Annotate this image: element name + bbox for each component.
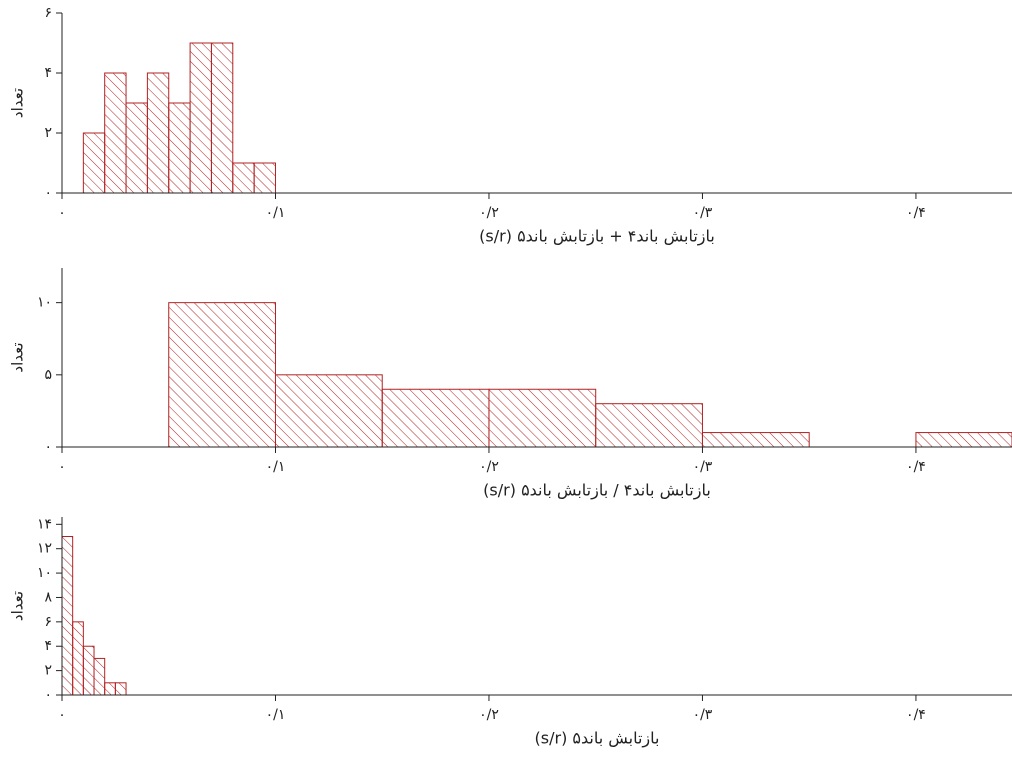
x-tick-label: ۰/۲ bbox=[479, 707, 499, 723]
x-tick-label: ۰/۳ bbox=[693, 205, 713, 221]
histogram-bar bbox=[72, 621, 84, 696]
y-axis-title: تعداد bbox=[9, 342, 27, 372]
histogram-bar bbox=[82, 132, 106, 194]
x-tick-label: ۰/۱ bbox=[266, 459, 286, 475]
y-tick-label: ۶ bbox=[44, 5, 52, 21]
y-tick-label: ۲ bbox=[44, 125, 52, 141]
histogram-bar bbox=[189, 42, 212, 194]
x-axis-title: بازتابش باند۴ + بازتابش باند۵ (s/r) bbox=[479, 227, 715, 247]
y-tick-label: ۶ bbox=[44, 614, 52, 630]
histogram-bar bbox=[253, 162, 276, 194]
histogram-bar bbox=[595, 403, 703, 448]
y-tick-label: ۱۲ bbox=[37, 541, 52, 557]
histogram-bar bbox=[232, 162, 255, 194]
y-axis-title: تعداد bbox=[9, 88, 27, 118]
y-tick-label: ۱۰ bbox=[37, 295, 52, 311]
histogram-bar bbox=[210, 42, 234, 194]
histogram-bar bbox=[915, 432, 1012, 448]
x-tick-label: ۰/۴ bbox=[906, 205, 926, 221]
y-tick-label: ۱۴ bbox=[37, 516, 52, 532]
y-tick-label: ۵ bbox=[44, 367, 52, 383]
y-tick-label: ۴ bbox=[44, 638, 52, 654]
y-tick-label: ۰ bbox=[44, 687, 52, 703]
histogram-bar bbox=[488, 388, 597, 448]
x-tick-label: ۰/۴ bbox=[906, 707, 926, 723]
histogram-bar bbox=[93, 657, 106, 696]
histogram-bar bbox=[381, 388, 490, 448]
x-tick-label: ۰/۲ bbox=[479, 459, 499, 475]
histogram-bar bbox=[168, 302, 276, 448]
x-tick-label: ۰ bbox=[58, 707, 66, 723]
y-tick-label: ۴ bbox=[44, 65, 52, 81]
y-tick-label: ۲ bbox=[44, 663, 52, 679]
y-tick-label: ۰ bbox=[44, 185, 52, 201]
histogram-bar bbox=[61, 536, 74, 696]
histogram-bar bbox=[82, 645, 95, 696]
y-tick-label: ۰ bbox=[44, 439, 52, 455]
x-tick-label: ۰/۱ bbox=[266, 205, 286, 221]
x-tick-label: ۰/۴ bbox=[906, 459, 926, 475]
y-tick-label: ۸ bbox=[44, 589, 52, 605]
x-axis-title: بازتابش باند۵ (s/r) bbox=[535, 729, 660, 749]
histogram-bar bbox=[146, 72, 170, 194]
x-tick-label: ۰/۲ bbox=[479, 205, 499, 221]
x-axis-title: بازتابش باند۴ / بازتابش باند۵ (s/r) bbox=[483, 481, 711, 501]
histogram-bar bbox=[168, 102, 191, 194]
histogram-bar bbox=[125, 102, 148, 194]
histogram-bar bbox=[701, 432, 810, 448]
x-tick-label: ۰/۳ bbox=[693, 459, 713, 475]
x-tick-label: ۰/۳ bbox=[693, 707, 713, 723]
x-tick-label: ۰ bbox=[58, 205, 66, 221]
x-tick-label: ۰/۱ bbox=[266, 707, 286, 723]
histogram-bar bbox=[104, 682, 116, 696]
histogram-bar bbox=[114, 682, 127, 696]
histogram-bar bbox=[104, 72, 127, 194]
histogram-bar bbox=[274, 374, 383, 448]
y-axis-title: تعداد bbox=[9, 591, 27, 621]
y-tick-label: ۱۰ bbox=[37, 565, 52, 581]
x-tick-label: ۰ bbox=[58, 459, 66, 475]
